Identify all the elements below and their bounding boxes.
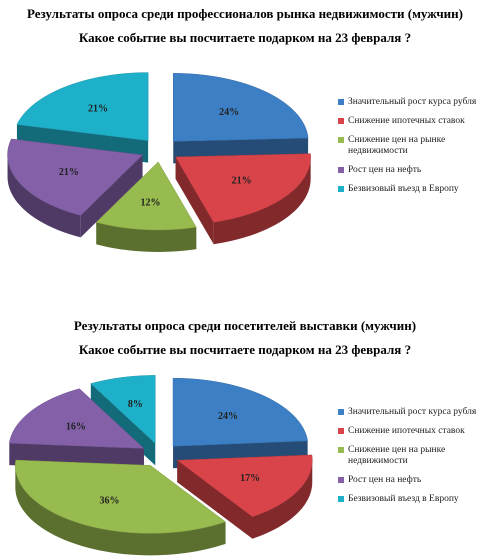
slice-wall xyxy=(15,465,226,556)
legend-swatch xyxy=(338,118,344,124)
slice-group xyxy=(15,459,227,556)
slice-label: 36% xyxy=(99,496,119,507)
legend-item: Рост цен на нефть xyxy=(338,165,498,176)
slice-group xyxy=(176,454,313,539)
slice-label: 16% xyxy=(66,421,86,432)
slice-group xyxy=(173,73,309,164)
legend-label: Безвизовый въезд в Европу xyxy=(348,494,459,504)
slice-label: 21% xyxy=(232,176,252,187)
slice xyxy=(16,72,149,141)
slice-wall xyxy=(213,156,311,245)
legend-item: Снижение цен на рынке недвижимости xyxy=(338,135,498,157)
legend-swatch xyxy=(338,428,344,434)
slice-label: 21% xyxy=(59,167,79,178)
slice-label: 24% xyxy=(218,411,238,422)
legend-swatch xyxy=(338,409,344,415)
legend-swatch xyxy=(338,496,344,502)
legend-label: Снижение цен на рынке недвижимости xyxy=(348,445,446,466)
legend-swatch xyxy=(338,167,344,173)
slice xyxy=(90,375,156,444)
chart-title: Результаты опроса среди посетителей выст… xyxy=(74,318,416,333)
legend-label: Рост цен на нефть xyxy=(348,475,422,485)
slice xyxy=(95,161,197,231)
slice-side xyxy=(80,154,143,238)
legend-item: Снижение ипотечных ставок xyxy=(338,116,498,127)
slice-group xyxy=(172,377,308,469)
legend-label: Значительный рост курса рубля xyxy=(348,407,477,417)
chart-subtitle: Какое событие вы посчитаете подарком на … xyxy=(79,342,411,357)
chart-title: Результаты опроса среди профессионалов р… xyxy=(27,6,463,21)
slice-group xyxy=(95,161,197,252)
slice xyxy=(173,73,309,142)
slice xyxy=(172,377,308,447)
slice xyxy=(7,138,144,216)
legend-label: Снижение цен на рынке недвижимости xyxy=(348,135,446,156)
legend-label: Снижение ипотечных ставок xyxy=(348,116,465,126)
legend-label: Рост цен на нефть xyxy=(348,165,422,175)
slice-wall xyxy=(7,154,81,238)
legend-swatch xyxy=(338,477,344,483)
slice xyxy=(15,459,227,534)
legend-label: Значительный рост курса рубля xyxy=(348,97,477,107)
slice xyxy=(175,153,311,223)
legend-item: Снижение ипотечных ставок xyxy=(338,426,498,437)
slice-label: 17% xyxy=(240,473,260,484)
slice-side xyxy=(175,156,214,245)
slice-wall xyxy=(252,460,313,539)
legend-item: Безвизовый въезд в Европу xyxy=(338,494,498,505)
legend-swatch xyxy=(338,99,344,105)
slice-group xyxy=(175,153,311,245)
legend: Значительный рост курса рубля Снижение ип… xyxy=(338,407,498,513)
slice-group xyxy=(7,138,144,238)
legend-swatch xyxy=(338,137,344,143)
legend: Значительный рост курса рубля Снижение ип… xyxy=(338,97,498,203)
legend-label: Безвизовый въезд в Европу xyxy=(348,184,459,194)
legend-item: Безвизовый въезд в Европу xyxy=(338,184,498,195)
legend-swatch xyxy=(338,186,344,192)
slice xyxy=(8,388,145,449)
legend-item: Снижение цен на рынке недвижимости xyxy=(338,445,498,467)
legend-item: Рост цен на нефть xyxy=(338,475,498,486)
legend-swatch xyxy=(338,447,344,453)
legend-label: Снижение ипотечных ставок xyxy=(348,426,465,436)
slice-label: 12% xyxy=(140,198,160,209)
legend-item: Значительный рост курса рубля xyxy=(338,407,498,418)
slice-label: 8% xyxy=(128,399,143,410)
slice-label: 24% xyxy=(219,107,239,118)
slice xyxy=(176,454,313,517)
slice-side xyxy=(177,460,253,539)
slice-label: 21% xyxy=(88,103,108,114)
chart-subtitle: Какое событие вы посчитаете подарком на … xyxy=(79,30,411,45)
legend-item: Значительный рост курса рубля xyxy=(338,97,498,108)
